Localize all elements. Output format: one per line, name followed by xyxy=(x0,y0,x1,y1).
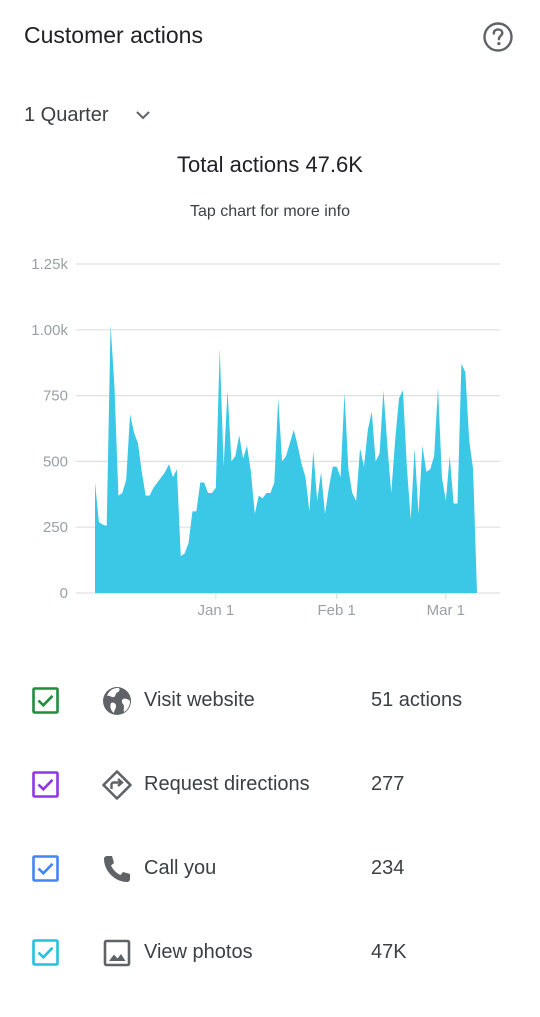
y-tick-label: 0 xyxy=(60,585,68,602)
visit-website-checkbox[interactable] xyxy=(32,687,59,714)
directions-icon xyxy=(102,770,132,800)
chevron-down-icon xyxy=(136,111,151,120)
page-title: Customer actions xyxy=(24,22,203,48)
actions-area-series[interactable] xyxy=(95,324,477,593)
x-tick-label: Jan 1 xyxy=(197,602,234,619)
x-tick-label: Feb 1 xyxy=(317,602,355,619)
y-tick-label: 500 xyxy=(43,453,68,470)
y-tick-label: 250 xyxy=(43,519,68,536)
view-photos-value: 47K xyxy=(371,941,407,963)
period-selected-label: 1 Quarter xyxy=(24,103,109,126)
y-tick-label: 1.25k xyxy=(31,256,68,273)
view-photos-checkbox[interactable] xyxy=(32,939,59,966)
x-tick-label: Mar 1 xyxy=(427,602,465,619)
legend-row-request-directions[interactable]: Request directions 277 xyxy=(0,755,540,815)
legend-row-view-photos[interactable]: View photos 47K xyxy=(0,923,540,983)
actions-area-chart[interactable]: 0 250 500 750 1.00k 1.25k Jan 1 Feb 1 Mar 1 xyxy=(0,240,540,630)
globe-icon xyxy=(103,687,131,715)
request-directions-label: Request directions xyxy=(144,773,310,795)
photo-icon xyxy=(103,939,131,967)
visit-website-value: 51 actions xyxy=(371,689,463,711)
phone-icon xyxy=(104,856,130,882)
y-tick-label: 1.00k xyxy=(31,322,68,339)
call-you-checkbox[interactable] xyxy=(32,855,59,882)
legend-row-visit-website[interactable]: Visit website 51 actions xyxy=(0,671,540,731)
chart-hint: Tap chart for more info xyxy=(189,203,351,220)
request-directions-checkbox[interactable] xyxy=(32,771,59,798)
y-tick-label: 750 xyxy=(43,388,68,405)
period-dropdown[interactable]: 1 Quarter xyxy=(24,100,152,130)
call-you-value: 234 xyxy=(371,857,405,879)
visit-website-label: Visit website xyxy=(144,689,255,711)
call-you-label: Call you xyxy=(144,857,217,879)
request-directions-value: 277 xyxy=(371,773,405,795)
legend-row-call-you[interactable]: Call you 234 xyxy=(0,839,540,899)
total-actions-label: Total actions 47.6K xyxy=(177,152,363,177)
view-photos-label: View photos xyxy=(144,941,253,963)
help-circle-icon[interactable] xyxy=(482,21,514,53)
